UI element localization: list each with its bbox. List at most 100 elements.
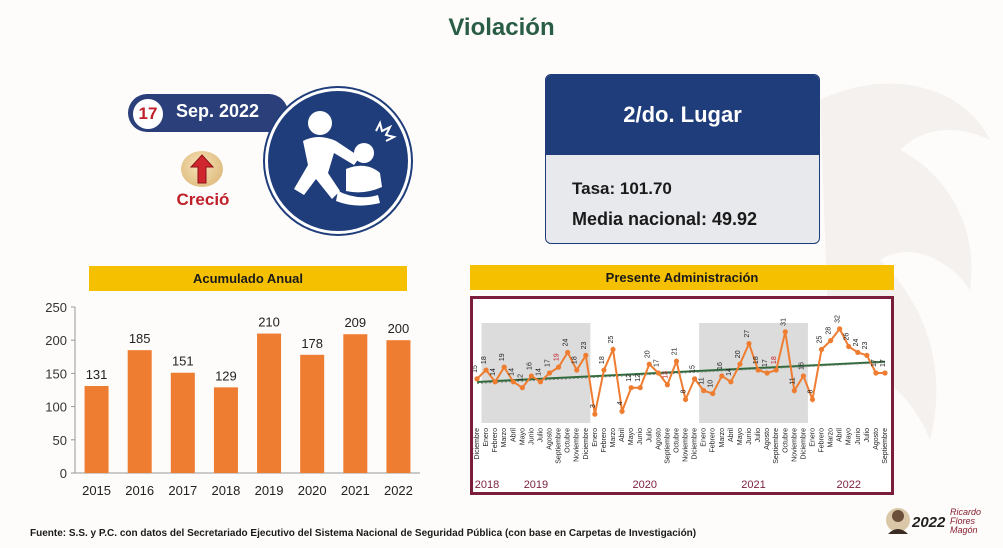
point-value-label: 18 (572, 356, 579, 364)
data-point (682, 396, 689, 403)
point-value-label: 14 (726, 368, 733, 376)
point-value-label: 20 (644, 350, 651, 358)
point-value-label: 17 (653, 359, 660, 367)
data-point (546, 370, 553, 376)
logo-year: 2022 (912, 514, 946, 531)
page-title: Violación (448, 14, 555, 41)
data-point (483, 367, 489, 373)
x-tick-label: 2018 (211, 483, 240, 498)
source-note: Fuente: S.S. y P.C. con datos del Secret… (30, 528, 697, 539)
point-value-label: 18 (481, 356, 488, 364)
month-label: Diciembre (583, 428, 590, 460)
bar-value-label: 151 (172, 354, 194, 369)
month-label: Marzo (828, 428, 835, 448)
annual-chart-title: Acumulado Anual (89, 266, 407, 291)
y-tick-label: 0 (60, 466, 67, 481)
month-label: Julio (755, 428, 762, 443)
data-point (737, 361, 743, 367)
point-value-label: 27 (744, 330, 751, 338)
bar (300, 354, 325, 473)
dotted-trend-line (476, 362, 886, 384)
month-label: Agosto (764, 428, 771, 450)
month-label: Febrero (601, 428, 608, 453)
month-label: Septiembre (773, 428, 780, 464)
point-value-label: 17 (545, 359, 552, 367)
y-tick-label: 150 (45, 366, 67, 381)
month-label: Enero (483, 428, 490, 447)
date-day: 17 (131, 97, 165, 131)
month-label: Marzo (501, 428, 508, 448)
point-value-label: 28 (826, 327, 833, 335)
month-label: Octubre (673, 428, 680, 453)
year-label: 2019 (524, 479, 548, 491)
year-label: 2022 (836, 479, 860, 491)
bar (127, 350, 152, 473)
month-label: Diciembre (474, 428, 481, 460)
data-point (873, 370, 879, 376)
month-label: Junio (637, 428, 644, 445)
data-point (556, 364, 562, 370)
data-point (501, 364, 507, 370)
data-point (800, 373, 806, 379)
point-value-label: 26 (844, 333, 851, 341)
point-value-label: 16 (798, 362, 805, 370)
data-point (855, 349, 861, 356)
data-point (728, 379, 734, 385)
data-point (528, 373, 534, 379)
month-label: Abril (728, 428, 735, 442)
month-label: Diciembre (692, 428, 699, 460)
point-value-label: 15 (690, 365, 697, 373)
data-point (601, 367, 607, 373)
point-value-label: 17 (871, 359, 878, 367)
month-label: Septiembre (556, 428, 563, 464)
month-label: Abril (510, 428, 517, 442)
logo-name-2: Flores (950, 516, 976, 526)
logo-name: Ricardo Flores Magón (950, 508, 981, 535)
month-label: Enero (701, 428, 708, 447)
bar (213, 387, 238, 473)
assault-figures-icon (294, 111, 397, 206)
data-point (791, 388, 797, 394)
month-label: Octubre (782, 428, 789, 453)
data-point (782, 329, 788, 335)
month-label: Agosto (547, 428, 554, 450)
month-label: Febrero (710, 428, 717, 453)
point-value-label: 32 (835, 315, 842, 323)
point-value-label: 25 (608, 336, 615, 344)
bar-value-label: 209 (344, 315, 366, 330)
year-label: 2020 (632, 479, 656, 491)
point-value-label: 10 (708, 380, 715, 388)
point-value-label: 18 (771, 356, 778, 364)
month-label: Noviembre (683, 428, 690, 462)
point-value-label: 16 (717, 362, 724, 370)
bar-value-label: 185 (129, 331, 151, 346)
data-point (510, 379, 516, 385)
data-point (628, 385, 634, 391)
admin-chart-title: Presente Administración (470, 265, 894, 290)
data-point (864, 352, 870, 358)
point-value-label: 12 (626, 374, 633, 382)
month-label: Octubre (565, 428, 572, 453)
month-label: Noviembre (791, 428, 798, 462)
data-point (764, 370, 770, 376)
x-tick-label: 2022 (384, 483, 413, 498)
bar-value-label: 129 (215, 368, 237, 383)
bar-value-label: 178 (301, 336, 323, 351)
data-point (619, 408, 625, 414)
month-label: Junio (855, 428, 862, 445)
point-value-label: 11 (789, 377, 796, 384)
ranking-place: 2/do. Lugar (546, 75, 819, 155)
data-point (637, 385, 643, 391)
point-value-label: 3 (590, 404, 597, 408)
month-label: Marzo (719, 428, 726, 448)
month-label: Noviembre (574, 428, 581, 462)
point-value-label: 17 (880, 359, 887, 367)
month-label: Abril (837, 428, 844, 442)
data-point (837, 326, 843, 332)
data-point (846, 343, 852, 350)
point-value-label: 4 (617, 401, 624, 405)
data-point (692, 376, 698, 382)
month-label: Junio (528, 428, 535, 445)
bar-value-label: 200 (388, 321, 410, 336)
month-label: Mayo (737, 428, 744, 445)
